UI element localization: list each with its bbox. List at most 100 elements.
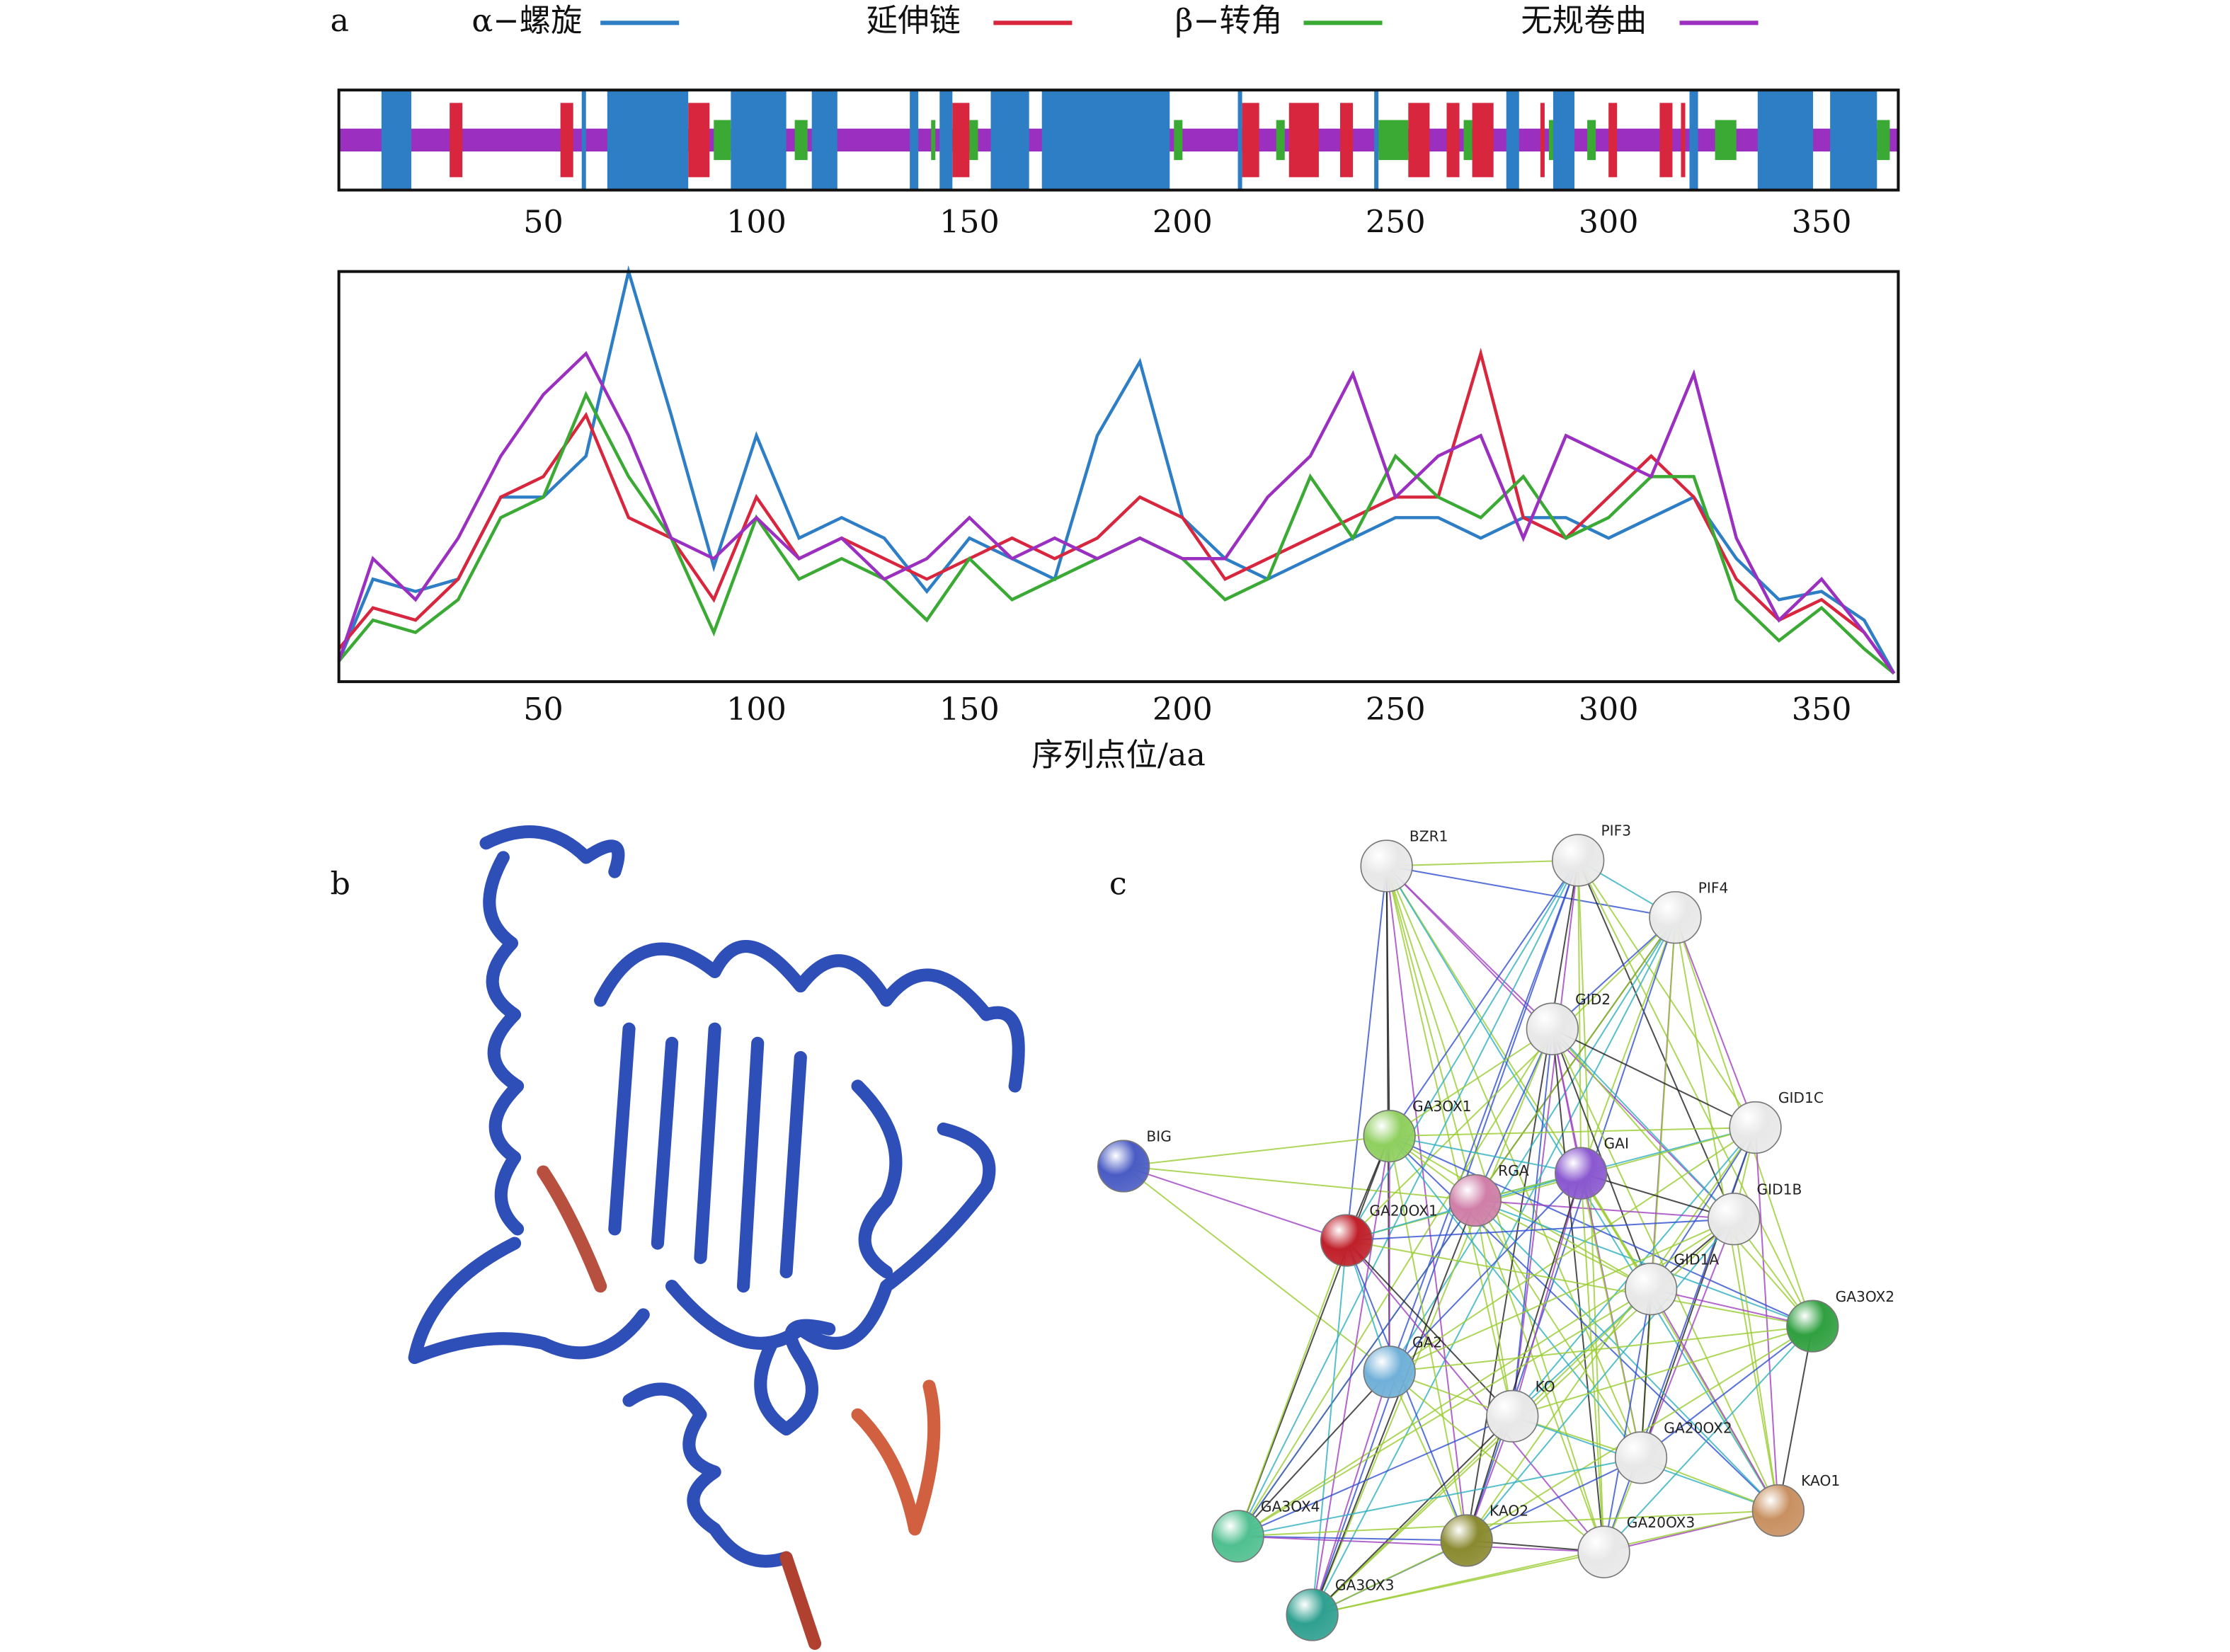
segment xyxy=(1041,90,1170,190)
edge xyxy=(1465,1218,1735,1542)
ribbon xyxy=(537,1165,607,1293)
edge xyxy=(1580,1173,1605,1552)
edge xyxy=(1650,1288,1813,1327)
edge xyxy=(1389,1135,1652,1290)
node-label: GA3OX1 xyxy=(1412,1098,1472,1115)
edge xyxy=(1389,1325,1813,1373)
node-label: RGA xyxy=(1498,1162,1529,1179)
edge xyxy=(1123,1165,1347,1241)
node xyxy=(1486,1389,1539,1443)
node xyxy=(1552,834,1605,887)
x-tick-label: 250 xyxy=(1366,204,1426,240)
node xyxy=(1786,1300,1839,1353)
edge xyxy=(1237,1510,1778,1537)
node xyxy=(1526,1002,1579,1055)
edge xyxy=(1389,1135,1813,1327)
x-tick-label: 350 xyxy=(1792,204,1852,240)
segment xyxy=(1553,90,1575,190)
node xyxy=(1286,1588,1339,1641)
edge xyxy=(1312,1510,1779,1616)
node xyxy=(1751,1484,1805,1537)
x-tick-label: 200 xyxy=(1153,692,1213,728)
edge xyxy=(1511,1288,1652,1417)
segment xyxy=(381,90,411,190)
node-label: PIF4 xyxy=(1698,879,1729,896)
edge xyxy=(1552,1028,1734,1220)
edge xyxy=(1237,1457,1642,1537)
legend-label: 延伸链 xyxy=(867,3,961,39)
edge xyxy=(1312,1539,1468,1616)
node xyxy=(1211,1510,1264,1563)
segment xyxy=(1463,120,1473,161)
edge xyxy=(1389,1371,1605,1553)
edge xyxy=(1552,1028,1814,1327)
x-tick-label: 100 xyxy=(726,692,787,728)
edge xyxy=(1388,859,1579,1137)
edge xyxy=(1511,1028,1553,1416)
ribbon xyxy=(851,1079,903,1279)
segment xyxy=(1374,90,1379,190)
edge xyxy=(1389,1127,1756,1137)
node-label: GA2 xyxy=(1412,1333,1442,1350)
edge xyxy=(1511,1173,1582,1417)
segment xyxy=(1276,120,1285,161)
edge xyxy=(1388,860,1579,1372)
edge xyxy=(1389,1028,1553,1137)
segment xyxy=(688,103,710,178)
edge xyxy=(1474,1200,1642,1458)
panel-label: c xyxy=(1109,866,1127,902)
panel-label: b xyxy=(331,866,350,902)
node xyxy=(1440,1514,1493,1567)
segment xyxy=(1659,103,1673,178)
edge xyxy=(1475,1200,1813,1327)
x-tick-label: 150 xyxy=(939,204,1000,240)
segment xyxy=(1608,103,1618,178)
edge xyxy=(1385,866,1468,1541)
segment xyxy=(1540,103,1545,178)
edge xyxy=(1474,1200,1605,1553)
ribbon xyxy=(408,1237,650,1365)
segment xyxy=(1174,120,1183,161)
x-axis-label: 序列点位/aa xyxy=(1031,738,1206,774)
edge xyxy=(1311,1240,1348,1615)
node xyxy=(1448,1174,1502,1227)
edge xyxy=(1577,859,1756,1128)
node-label: GID1C xyxy=(1778,1089,1824,1106)
edge xyxy=(1346,859,1579,1241)
node-label: GA3OX2 xyxy=(1836,1288,1895,1305)
segment xyxy=(1408,103,1430,178)
segment xyxy=(714,120,731,161)
x-tick-label: 350 xyxy=(1792,692,1852,728)
segment xyxy=(1242,103,1259,178)
node-label: KAO1 xyxy=(1801,1472,1840,1489)
node xyxy=(1614,1431,1668,1484)
edge xyxy=(1580,1173,1642,1458)
edge xyxy=(1475,1200,1652,1290)
edge xyxy=(1577,860,1605,1552)
x-tick-label: 300 xyxy=(1579,204,1639,240)
helix xyxy=(622,1382,793,1568)
plot-frame xyxy=(337,88,1900,192)
edge xyxy=(1123,1165,1390,1373)
edge xyxy=(1465,860,1579,1541)
edge xyxy=(1551,1028,1605,1552)
edge xyxy=(1311,1288,1652,1616)
edge xyxy=(1389,1135,1582,1174)
edge xyxy=(1123,1135,1390,1167)
segment xyxy=(939,90,953,190)
edge xyxy=(1475,1199,1734,1220)
helix xyxy=(594,940,1025,1093)
edge xyxy=(1237,1240,1348,1537)
edge xyxy=(1511,860,1579,1416)
node-label: GA20OX1 xyxy=(1369,1203,1437,1220)
segment xyxy=(952,103,970,178)
edge xyxy=(1577,860,1814,1327)
segment xyxy=(1681,103,1686,178)
node xyxy=(1577,1525,1630,1578)
edge xyxy=(1346,1239,1605,1553)
legend-label: 无规卷曲 xyxy=(1521,3,1647,39)
node-label: GAI xyxy=(1604,1135,1629,1152)
edge xyxy=(1237,1535,1467,1542)
protein-structure xyxy=(408,825,1025,1650)
